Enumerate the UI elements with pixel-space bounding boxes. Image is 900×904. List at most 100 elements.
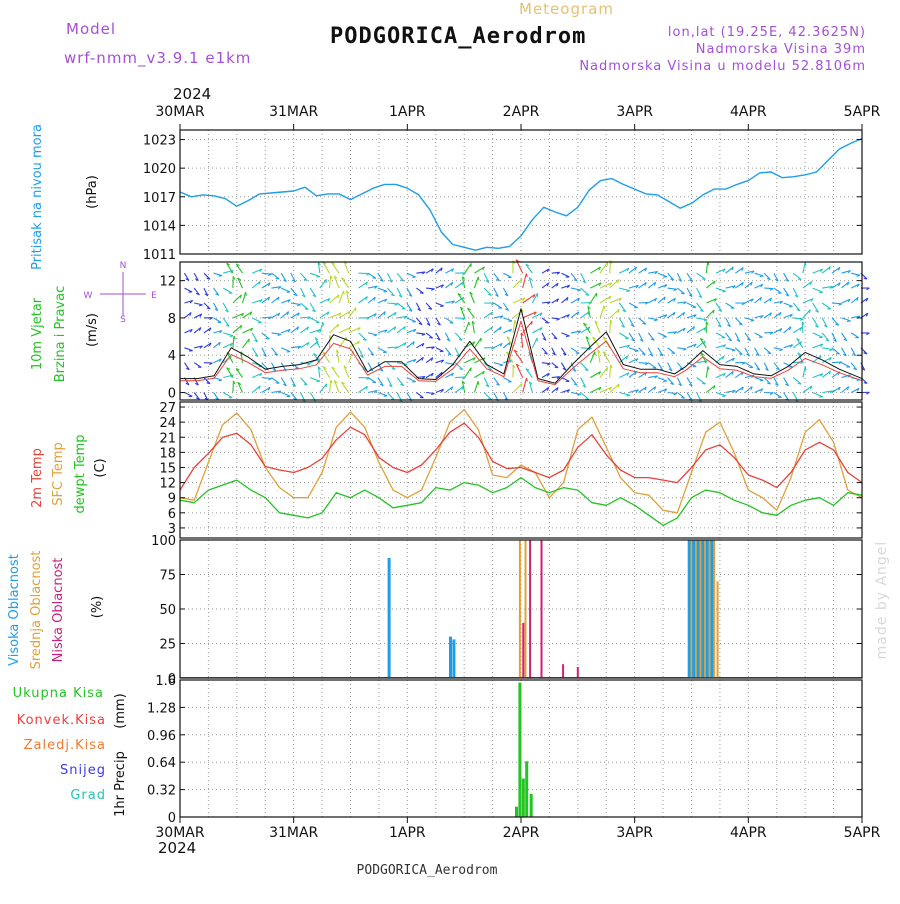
cloud-bar-visoka bbox=[692, 540, 695, 678]
cloud-bar-niska bbox=[529, 540, 531, 678]
elevation-text: Nadmorska Visina 39m bbox=[696, 42, 866, 57]
wind-arrow bbox=[590, 293, 596, 303]
wind-arrow bbox=[503, 273, 511, 277]
wind-arrow-head bbox=[545, 323, 549, 324]
cloud-bar-visoka bbox=[706, 540, 709, 678]
wind-arrow-head bbox=[798, 279, 801, 280]
wind-arrow bbox=[342, 278, 349, 288]
wind-arrow bbox=[706, 281, 715, 288]
cloud-bar-srednja bbox=[700, 540, 702, 678]
wind-arrow bbox=[832, 303, 842, 304]
precip-konvek-label: Konvek.Kisa bbox=[17, 713, 106, 728]
wind-arrow-head bbox=[469, 322, 470, 326]
wind-arrow bbox=[571, 288, 581, 290]
wind-arrow bbox=[252, 281, 260, 288]
cloud-bar-srednja bbox=[704, 540, 706, 678]
wind-arrow-head bbox=[420, 293, 424, 294]
wind-arrow bbox=[330, 276, 331, 289]
cloud-bar-niska bbox=[522, 623, 524, 678]
footer-station: PODGORICA_Aerodrom bbox=[357, 863, 498, 878]
wind-arrow bbox=[706, 310, 714, 318]
y-tick-label: 8 bbox=[168, 312, 176, 327]
y-tick-label: 0 bbox=[168, 387, 176, 402]
precip-grad-label: Grad bbox=[70, 788, 106, 803]
wind-arrow-head bbox=[422, 334, 425, 335]
wind-arrow bbox=[503, 318, 512, 321]
wind-arrow bbox=[726, 348, 736, 350]
wind-arrow bbox=[455, 363, 463, 370]
y-tick-label: 21 bbox=[159, 431, 176, 446]
y-tick-label: 1.28 bbox=[147, 701, 176, 716]
y-tick-label: 0.64 bbox=[147, 756, 176, 771]
wind-arrow bbox=[323, 262, 329, 273]
wind-arrow bbox=[262, 273, 272, 274]
wind-arrow bbox=[243, 339, 250, 348]
temp-dewpt-label: dewpt Temp bbox=[73, 434, 88, 513]
wind-arrow bbox=[610, 365, 611, 378]
y-tick-label: 1017 bbox=[143, 191, 176, 206]
wind-arrow bbox=[368, 273, 376, 278]
wind-arrow-head bbox=[805, 262, 806, 265]
wind-arrow-head bbox=[323, 322, 324, 325]
model-name: wrf-nmm_v3.9.1 e1km bbox=[64, 49, 251, 68]
wind-arrow bbox=[214, 318, 222, 323]
y-tick-label: 6 bbox=[168, 507, 176, 522]
wind-arrow-head bbox=[760, 380, 763, 381]
wind-arrow bbox=[281, 393, 290, 397]
x-tick-label-bottom: 4APR bbox=[730, 825, 767, 841]
wind-arrow-head bbox=[344, 291, 345, 295]
wind-arrow bbox=[822, 303, 831, 309]
wind-arrow-head bbox=[230, 336, 233, 337]
wind-arrow bbox=[755, 333, 763, 337]
temp-sfc-label: SFC Temp bbox=[51, 442, 66, 506]
wind-arrow bbox=[387, 393, 394, 401]
wind-arrow bbox=[416, 393, 423, 398]
y-tick-label: 1.6 bbox=[155, 674, 176, 689]
wind-arrow bbox=[514, 350, 523, 362]
x-tick-label-top: 31MAR bbox=[269, 104, 318, 120]
cloud-visoka-label: Visoka Oblacnost bbox=[7, 554, 22, 666]
wind-arrow bbox=[523, 378, 527, 393]
wind-arrow-head bbox=[392, 369, 395, 370]
wind-arrow-head bbox=[635, 351, 639, 352]
wind-arrow-head bbox=[805, 367, 806, 370]
wind-arrow-head bbox=[249, 339, 250, 343]
wind-arrow bbox=[755, 273, 764, 276]
wind-arrow bbox=[359, 333, 367, 340]
wind-arrow-head bbox=[847, 321, 851, 322]
wind-arrow bbox=[330, 380, 331, 392]
wind-arrow-head bbox=[384, 291, 388, 292]
precip-zaledj-label: Zaledj.Kisa bbox=[24, 738, 106, 753]
wind-arrow bbox=[764, 288, 773, 289]
wind-arrow-head bbox=[374, 335, 377, 336]
x-tick-label-top: 30MAR bbox=[155, 104, 204, 120]
wind-arrow bbox=[223, 333, 233, 336]
wind-arrow-head bbox=[722, 291, 725, 292]
wind-arrow bbox=[803, 367, 805, 378]
wind-arrow-head bbox=[266, 338, 269, 339]
precip-ylabel: 1hr Precip bbox=[113, 751, 128, 817]
wind-arrow-head bbox=[429, 338, 433, 339]
wind-arrow bbox=[387, 288, 394, 296]
wind-arrow bbox=[600, 367, 608, 377]
wind-arrow-head bbox=[671, 353, 675, 354]
wind-arrow-head bbox=[246, 292, 247, 295]
precip-bar bbox=[515, 807, 518, 817]
wind-ylabel: 10m Vjetar bbox=[30, 297, 45, 370]
wind-arrow bbox=[774, 393, 782, 398]
wind-arrow bbox=[301, 273, 308, 280]
wind-arrow-head bbox=[654, 320, 657, 321]
cloud-bar-niska bbox=[577, 667, 579, 678]
wind-arrow-head bbox=[768, 353, 771, 354]
wind-arrow bbox=[397, 378, 404, 386]
wind-arrow bbox=[339, 291, 344, 303]
wind-arrow-head bbox=[857, 275, 860, 276]
x-tick-label-bottom: 31MAR bbox=[269, 825, 318, 841]
wind-arrow bbox=[474, 381, 478, 392]
cloud-bar-niska bbox=[562, 664, 564, 678]
wind-arrow-head bbox=[681, 398, 684, 399]
wind-arrow-head bbox=[478, 381, 479, 385]
wind-arrow bbox=[658, 273, 667, 277]
wind-arrow bbox=[185, 288, 193, 292]
wind-arrow bbox=[342, 382, 349, 392]
